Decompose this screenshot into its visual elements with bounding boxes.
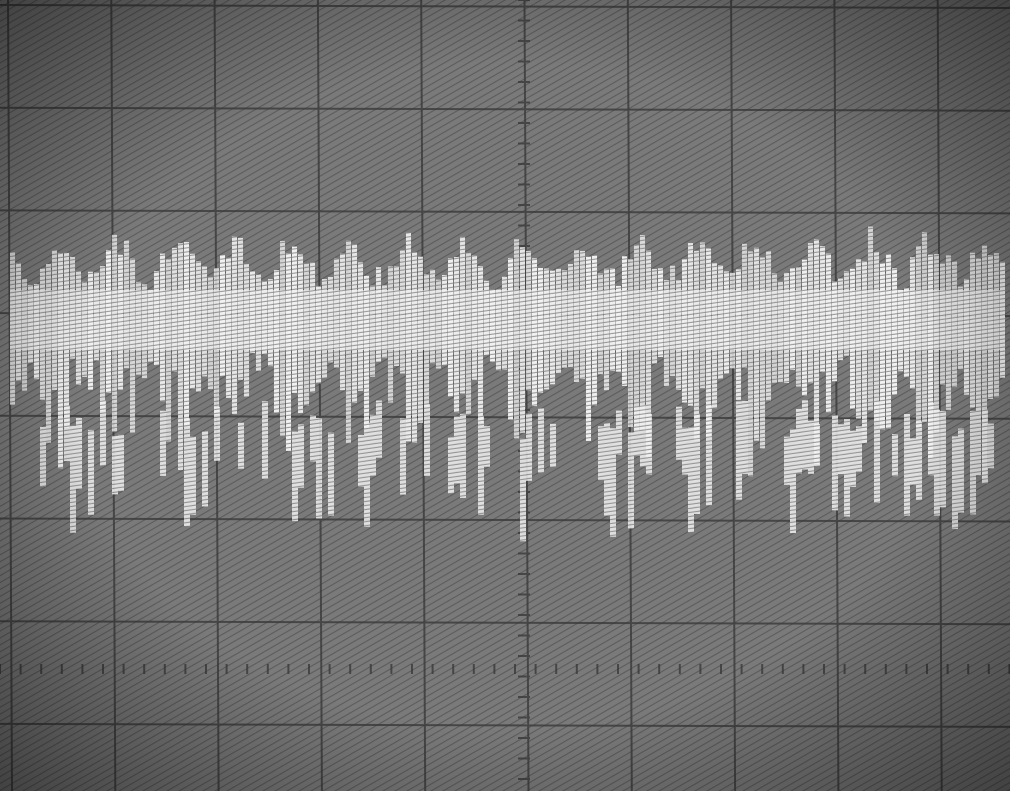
page: (() => { const NS = 'http://www.w3.org/2… <box>0 0 1010 791</box>
oscilloscope-screen <box>0 0 1010 791</box>
vignette <box>0 0 1010 791</box>
